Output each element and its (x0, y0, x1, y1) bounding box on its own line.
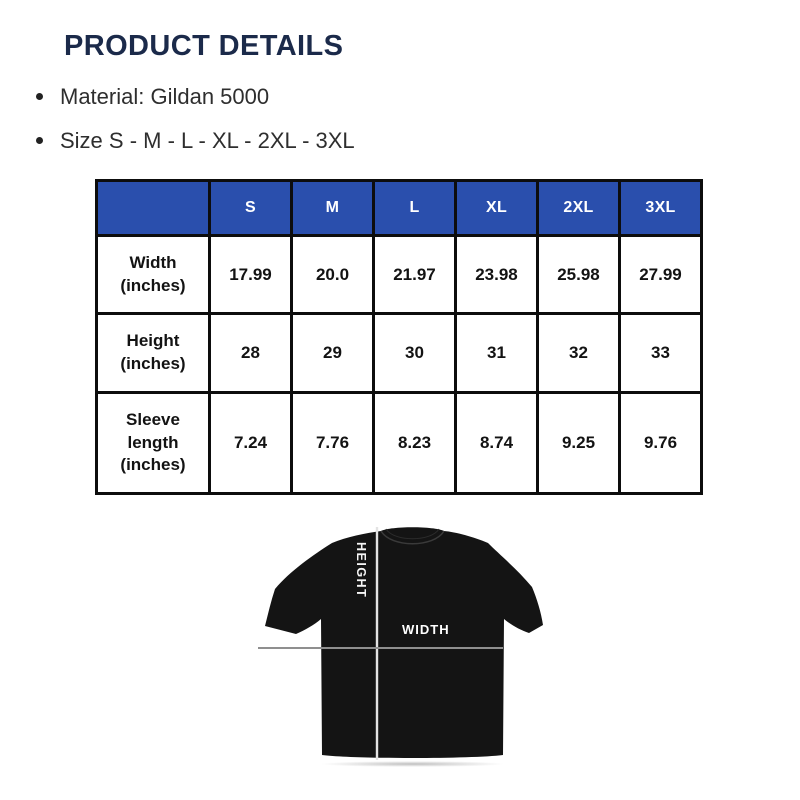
list-item-sizes: Size S - M - L - XL - 2XL - 3XL (36, 126, 355, 155)
table-cell: 21.97 (372, 234, 457, 315)
size-column-header-m: M (290, 179, 375, 237)
row-label-width: Width (inches) (95, 234, 211, 315)
size-column-header-l: L (372, 179, 457, 237)
shirt-shadow (320, 761, 505, 767)
table-cell: 8.23 (372, 391, 457, 495)
table-cell: 17.99 (208, 234, 293, 315)
table-cell: 7.76 (290, 391, 375, 495)
table-cell: 9.76 (618, 391, 703, 495)
bullet-icon (36, 93, 43, 100)
row-label-sleeve-length: Sleeve length (inches) (95, 391, 211, 495)
table-row-height: Height (inches) 28 29 30 31 32 33 (95, 312, 703, 394)
table-row-width: Width (inches) 17.99 20.0 21.97 23.98 25… (95, 234, 703, 315)
table-cell: 27.99 (618, 234, 703, 315)
table-cell: 30 (372, 312, 457, 394)
tshirt-graphic (258, 527, 543, 760)
tshirt-size-diagram: HEIGHT WIDTH (250, 515, 550, 767)
table-cell: 20.0 (290, 234, 375, 315)
page-title: PRODUCT DETAILS (64, 30, 344, 62)
table-cell: 7.24 (208, 391, 293, 495)
tshirt-silhouette (265, 527, 543, 758)
material-text: Material: Gildan 5000 (60, 84, 270, 109)
bullet-icon (36, 137, 43, 144)
table-row-sleeve-length: Sleeve length (inches) 7.24 7.76 8.23 8.… (95, 391, 703, 495)
table-cell: 32 (536, 312, 621, 394)
details-list: Material: Gildan 5000 Size S - M - L - X… (36, 82, 355, 170)
table-cell: 25.98 (536, 234, 621, 315)
size-chart-table: S M L XL 2XL 3XL Width (inches) 17.99 20… (95, 179, 703, 495)
table-cell: 33 (618, 312, 703, 394)
table-cell: 28 (208, 312, 293, 394)
size-column-header-2xl: 2XL (536, 179, 621, 237)
collar-outline (380, 530, 445, 545)
size-column-header-xl: XL (454, 179, 539, 237)
table-cell: 23.98 (454, 234, 539, 315)
list-item-material: Material: Gildan 5000 (36, 82, 355, 111)
table-cell: 9.25 (536, 391, 621, 495)
size-header-row: S M L XL 2XL 3XL (95, 179, 703, 237)
table-cell: 29 (290, 312, 375, 394)
table-cell: 31 (454, 312, 539, 394)
size-column-header-3xl: 3XL (618, 179, 703, 237)
width-label: WIDTH (402, 622, 450, 637)
sizes-text: Size S - M - L - XL - 2XL - 3XL (60, 128, 355, 153)
collar-inner-outline (385, 528, 440, 540)
table-cell: 8.74 (454, 391, 539, 495)
size-column-header-s: S (208, 179, 293, 237)
row-label-height: Height (inches) (95, 312, 211, 394)
corner-cell (95, 179, 211, 237)
height-label: HEIGHT (354, 542, 368, 599)
